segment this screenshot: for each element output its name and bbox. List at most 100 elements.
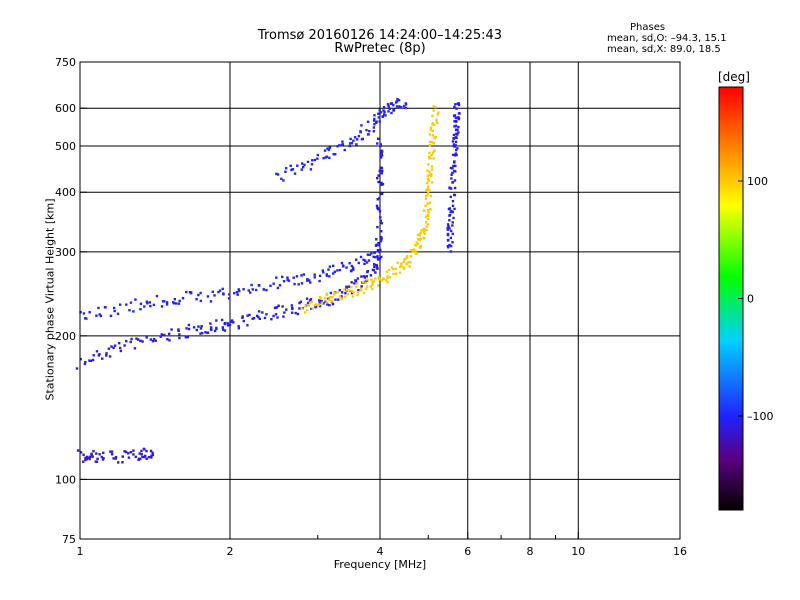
data-point [230, 319, 234, 322]
data-point [378, 109, 381, 112]
data-point [452, 137, 455, 140]
data-point [325, 293, 328, 297]
data-point [436, 113, 439, 116]
data-point [112, 306, 116, 310]
data-point [334, 152, 337, 156]
x-tick-label: 16 [673, 545, 687, 558]
data-point [340, 143, 344, 147]
data-point [296, 164, 299, 167]
data-point [384, 114, 387, 117]
data-point [88, 455, 92, 459]
data-point [325, 301, 328, 304]
data-point [110, 450, 114, 453]
data-point [429, 157, 432, 160]
data-point [76, 449, 80, 452]
data-point [311, 307, 314, 310]
data-point [263, 316, 267, 320]
data-point [350, 290, 354, 293]
data-point [454, 164, 457, 168]
data-point [379, 240, 382, 243]
data-point [449, 229, 453, 233]
data-point [151, 453, 155, 457]
data-point [402, 260, 405, 263]
data-point [298, 301, 301, 305]
data-point [378, 210, 382, 213]
data-point [372, 269, 376, 272]
data-point [398, 265, 402, 269]
data-point [170, 328, 173, 331]
data-point [387, 105, 390, 108]
data-point [137, 338, 140, 341]
data-point [343, 295, 347, 298]
data-point [174, 302, 178, 305]
data-point [378, 169, 382, 173]
data-point [296, 312, 300, 316]
data-point [453, 169, 456, 173]
data-point [119, 349, 123, 353]
data-point [201, 331, 204, 335]
data-point [199, 291, 202, 295]
data-point [292, 276, 295, 279]
data-point [165, 301, 169, 304]
data-point [133, 347, 137, 350]
data-point [177, 328, 180, 331]
data-point [392, 272, 395, 276]
data-point [306, 308, 309, 312]
chart-title: Tromsø 20160126 14:24:00–14:25:43 [257, 28, 503, 43]
data-point [213, 294, 216, 297]
data-point [377, 116, 381, 119]
data-point [318, 295, 322, 299]
data-point [90, 452, 93, 456]
data-point [387, 110, 390, 113]
data-point [226, 324, 230, 327]
data-point [396, 261, 399, 264]
data-point [388, 107, 391, 110]
data-point [375, 264, 379, 268]
data-point [394, 267, 398, 271]
data-point [332, 293, 336, 296]
data-point [375, 204, 379, 208]
data-point [326, 303, 329, 306]
data-point [257, 310, 261, 313]
data-point [79, 357, 82, 361]
data-point [396, 97, 399, 101]
data-point [435, 118, 438, 122]
data-point [251, 288, 254, 291]
data-point [209, 326, 213, 329]
x-tick-label: 2 [227, 545, 234, 558]
data-point [378, 244, 381, 247]
data-point [305, 279, 309, 282]
data-point [446, 228, 450, 231]
data-point [145, 457, 148, 460]
data-point [397, 99, 401, 102]
data-point [112, 346, 115, 350]
data-point [431, 151, 435, 154]
phases-x-stats: mean, sd,X: 89.0, 18.5 [607, 44, 721, 55]
data-point [380, 154, 384, 157]
data-point [334, 298, 337, 301]
data-point [350, 264, 354, 268]
data-point [322, 271, 325, 274]
data-point [197, 325, 200, 328]
data-point [309, 168, 313, 171]
data-point [451, 181, 454, 184]
data-point [351, 295, 355, 298]
data-point [372, 280, 376, 283]
data-point [379, 216, 382, 219]
data-point [110, 453, 114, 456]
data-point [423, 232, 426, 235]
data-point [448, 213, 452, 217]
data-point [282, 315, 285, 318]
data-point [402, 267, 406, 270]
data-point [352, 290, 355, 294]
data-point [433, 136, 436, 139]
data-point [89, 359, 93, 363]
data-point [354, 258, 358, 261]
data-point [378, 278, 381, 281]
x-tick-label: 8 [527, 545, 534, 558]
data-point [453, 186, 457, 190]
data-point [297, 283, 300, 286]
data-point [233, 292, 236, 295]
data-point [425, 188, 428, 192]
data-point [383, 113, 386, 116]
